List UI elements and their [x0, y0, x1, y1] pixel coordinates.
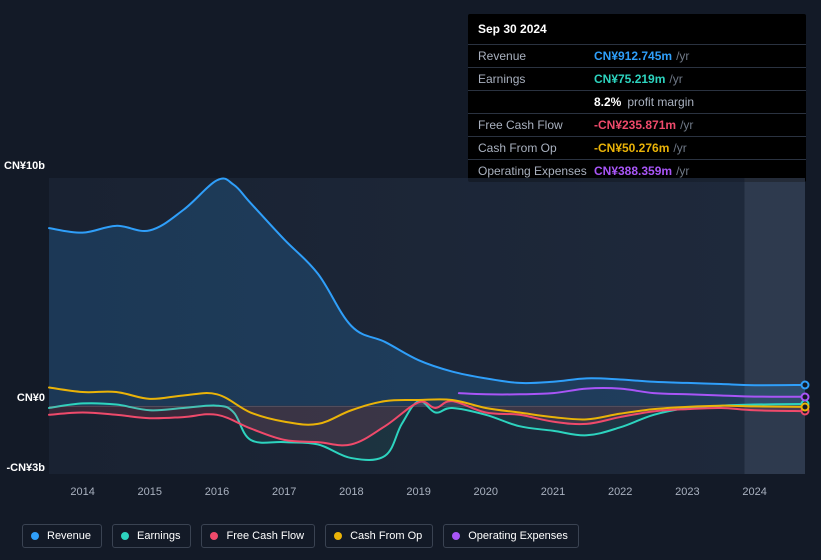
series-end-marker [801, 380, 810, 389]
data-tooltip: Sep 30 2024 Revenue CN¥912.745m /yr Earn… [468, 14, 806, 182]
legend-swatch [121, 532, 129, 540]
legend-swatch [31, 532, 39, 540]
tooltip-unit: /yr [680, 118, 693, 132]
tooltip-row-cfo: Cash From Op -CN¥50.276m /yr [468, 137, 806, 160]
tooltip-unit: /yr [669, 72, 682, 86]
legend-label: Revenue [47, 530, 91, 542]
tooltip-unit: /yr [676, 49, 689, 63]
tooltip-unit: /yr [673, 141, 686, 155]
legend-label: Free Cash Flow [226, 530, 304, 542]
tooltip-margin-label: profit margin [627, 95, 694, 109]
y-axis-min: -CN¥3b [6, 462, 45, 474]
tooltip-label: Cash From Op [478, 141, 594, 155]
legend-swatch [452, 532, 460, 540]
x-axis-tick: 2021 [541, 486, 565, 498]
series-end-marker [801, 392, 810, 401]
legend-earnings[interactable]: Earnings [112, 524, 191, 548]
tooltip-value: CN¥75.219m [594, 72, 665, 86]
tooltip-date: Sep 30 2024 [468, 14, 806, 45]
x-axis-tick: 2023 [675, 486, 699, 498]
tooltip-label: Free Cash Flow [478, 118, 594, 132]
financials-chart[interactable]: CN¥10b CN¥0 -CN¥3b 201420152016201720182… [16, 160, 805, 475]
x-axis-tick: 2014 [70, 486, 94, 498]
legend-fcf[interactable]: Free Cash Flow [201, 524, 315, 548]
legend-cfo[interactable]: Cash From Op [325, 524, 433, 548]
x-axis-tick: 2015 [138, 486, 162, 498]
legend-swatch [334, 532, 342, 540]
tooltip-label: Revenue [478, 49, 594, 63]
tooltip-row-fcf: Free Cash Flow -CN¥235.871m /yr [468, 114, 806, 137]
x-axis-tick: 2017 [272, 486, 296, 498]
legend-revenue[interactable]: Revenue [22, 524, 102, 548]
tooltip-value: CN¥912.745m [594, 49, 672, 63]
x-axis-tick: 2022 [608, 486, 632, 498]
legend-opex[interactable]: Operating Expenses [443, 524, 579, 548]
tooltip-row-margin: 8.2% profit margin [468, 91, 806, 114]
tooltip-value: -CN¥235.871m [594, 118, 676, 132]
tooltip-label: Earnings [478, 72, 594, 86]
tooltip-margin-pct: 8.2% [594, 95, 621, 109]
x-axis-tick: 2020 [474, 486, 498, 498]
legend-label: Earnings [137, 530, 180, 542]
y-axis-zero: CN¥0 [17, 392, 45, 404]
chart-legend: Revenue Earnings Free Cash Flow Cash Fro… [22, 524, 579, 548]
tooltip-row-earnings: Earnings CN¥75.219m /yr [468, 68, 806, 91]
tooltip-value: -CN¥50.276m [594, 141, 669, 155]
legend-label: Cash From Op [350, 530, 422, 542]
plot-area[interactable] [49, 178, 805, 474]
y-axis-max: CN¥10b [4, 160, 45, 172]
series-end-marker [801, 402, 810, 411]
chart-svg [49, 178, 805, 474]
legend-label: Operating Expenses [468, 530, 568, 542]
x-axis-tick: 2016 [205, 486, 229, 498]
x-axis-tick: 2018 [339, 486, 363, 498]
legend-swatch [210, 532, 218, 540]
tooltip-row-revenue: Revenue CN¥912.745m /yr [468, 45, 806, 68]
x-axis-tick: 2024 [742, 486, 766, 498]
x-axis-tick: 2019 [406, 486, 430, 498]
